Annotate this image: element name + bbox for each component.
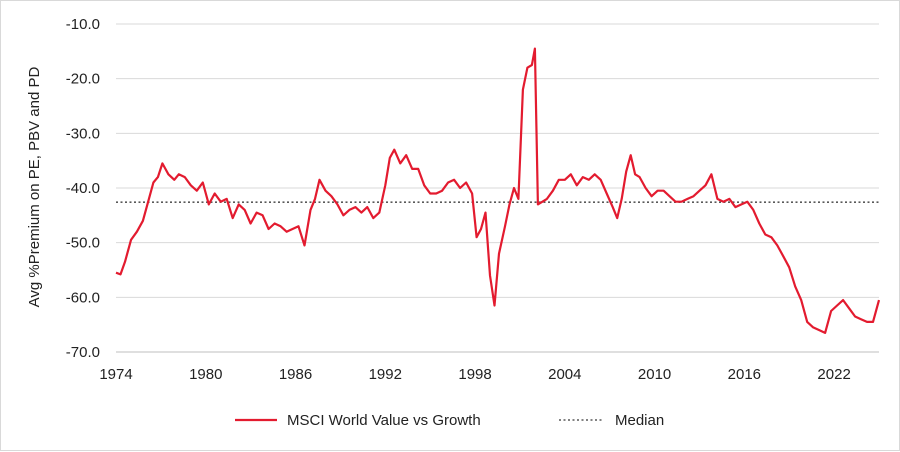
x-axis-ticks: 1974 1980 1986 1992 1998 2004 2010 2016 2022	[99, 366, 850, 383]
gridlines	[116, 23, 879, 298]
y-tick-label: -70.0	[66, 344, 100, 361]
legend: MSCI World Value vs Growth Median	[235, 412, 664, 429]
y-tick-label: -10.0	[66, 16, 100, 33]
y-tick-label: -50.0	[66, 235, 100, 252]
legend-label-msci-world-value-vs-growth: MSCI World Value vs Growth	[287, 412, 481, 429]
x-tick-label: 1998	[458, 366, 491, 383]
x-tick-label: 1992	[369, 366, 402, 383]
y-tick-label: -60.0	[66, 289, 100, 306]
y-axis-label: Avg %Premium on PE, PBV and PD	[26, 67, 43, 308]
series-line-msci-world-value-vs-growth	[115, 47, 881, 334]
x-tick-label: 1986	[279, 366, 312, 383]
x-tick-label: 1974	[99, 366, 132, 383]
legend-label-median: Median	[615, 412, 664, 429]
y-tick-label: -40.0	[66, 180, 100, 197]
x-tick-label: 2004	[548, 366, 581, 383]
y-axis-ticks: -10.0 -20.0 -30.0 -40.0 -50.0 -60.0 -70.0	[66, 16, 100, 361]
x-tick-label: 1980	[189, 366, 222, 383]
x-tick-label: 2010	[638, 366, 671, 383]
y-tick-label: -20.0	[66, 71, 100, 88]
x-tick-label: 2016	[728, 366, 761, 383]
x-tick-label: 2022	[817, 366, 850, 383]
y-tick-label: -30.0	[66, 125, 100, 142]
